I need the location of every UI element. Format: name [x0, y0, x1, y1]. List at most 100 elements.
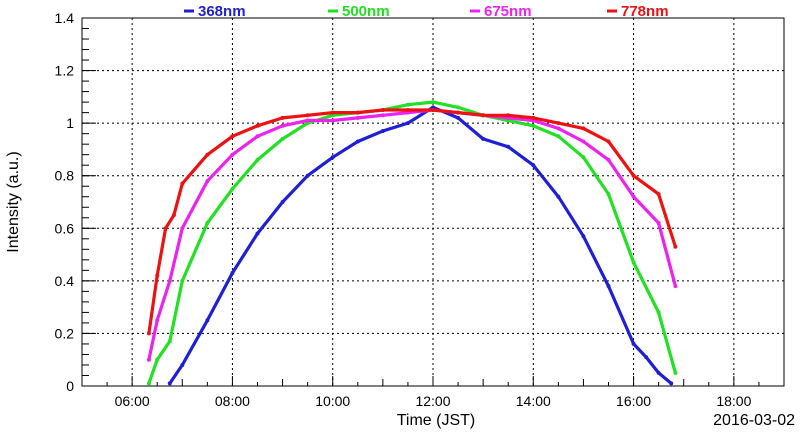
- y-tick-label: 0.8: [55, 168, 75, 184]
- data-point: [146, 381, 151, 386]
- data-point: [280, 200, 285, 204]
- y-axis-title: Intensity (a.u.): [5, 151, 22, 252]
- data-point: [167, 381, 172, 386]
- data-point: [305, 118, 310, 123]
- series-layer: [146, 100, 678, 386]
- x-tick-label: 10:00: [315, 393, 350, 409]
- data-point: [171, 213, 176, 218]
- legend-label: 778nm: [621, 3, 669, 20]
- data-point: [280, 123, 285, 128]
- data-point: [606, 284, 611, 289]
- data-point: [581, 234, 586, 239]
- data-point: [656, 370, 661, 375]
- series-line-778nm: [147, 108, 677, 335]
- data-point: [556, 121, 561, 126]
- data-point: [355, 110, 360, 115]
- data-point: [481, 136, 486, 141]
- data-point: [531, 115, 536, 120]
- data-point: [180, 363, 185, 367]
- data-point: [167, 278, 172, 283]
- x-tick-label: 18:00: [716, 393, 751, 409]
- data-point: [456, 115, 461, 120]
- y-tick-label: 0.4: [55, 273, 75, 289]
- data-point: [669, 381, 674, 386]
- data-point: [631, 173, 636, 178]
- data-point: [255, 123, 260, 128]
- data-point: [581, 126, 586, 131]
- data-point: [456, 105, 461, 110]
- data-point: [673, 284, 678, 289]
- data-point: [205, 318, 210, 323]
- x-tick-label: 06:00: [115, 393, 150, 409]
- data-point: [405, 108, 410, 112]
- data-point: [255, 134, 260, 139]
- data-point: [656, 310, 661, 315]
- x-tick-label: 16:00: [616, 393, 651, 409]
- data-point: [431, 100, 435, 105]
- data-point: [556, 194, 561, 199]
- legend: 368nm 500nm 675nm 778nm: [184, 3, 669, 20]
- x-tick-label: 08:00: [215, 393, 250, 409]
- data-point: [531, 123, 536, 128]
- data-point: [255, 157, 260, 162]
- data-point: [405, 102, 410, 107]
- data-point: [506, 113, 511, 118]
- data-point: [673, 370, 678, 375]
- data-point: [656, 192, 661, 197]
- data-point: [180, 226, 185, 231]
- data-point: [230, 271, 235, 275]
- data-point: [355, 139, 360, 144]
- series-778nm: [146, 108, 678, 336]
- data-point: [673, 244, 678, 249]
- data-point: [631, 341, 636, 346]
- y-tick-label: 1: [66, 115, 74, 131]
- x-tick-label: 14:00: [516, 393, 551, 409]
- data-point: [481, 113, 486, 118]
- data-point: [456, 110, 461, 115]
- data-point: [305, 173, 310, 178]
- data-point: [330, 110, 335, 115]
- date-label: 2016-03-02: [713, 412, 795, 429]
- data-point: [330, 155, 335, 160]
- data-point: [631, 194, 636, 199]
- data-point: [330, 118, 335, 123]
- data-point: [355, 115, 360, 120]
- data-point: [230, 186, 235, 191]
- series-368nm: [167, 105, 674, 386]
- data-point: [230, 134, 235, 139]
- data-point: [155, 273, 160, 278]
- data-point: [380, 108, 385, 112]
- data-point: [556, 126, 561, 131]
- data-point: [581, 155, 586, 160]
- data-point: [431, 108, 435, 112]
- x-axis-title: Time (JST): [397, 412, 476, 429]
- data-point: [380, 113, 385, 118]
- data-point: [146, 357, 151, 362]
- legend-item-778nm: 778nm: [607, 3, 669, 20]
- data-point: [146, 331, 151, 336]
- series-500nm: [146, 100, 678, 386]
- legend-label: 675nm: [484, 3, 532, 20]
- legend-label: 500nm: [342, 3, 390, 20]
- data-point: [167, 339, 172, 344]
- data-point: [631, 260, 636, 265]
- data-point: [581, 139, 586, 144]
- data-point: [556, 134, 561, 139]
- data-point: [280, 136, 285, 141]
- data-point: [163, 226, 168, 231]
- data-point: [180, 278, 185, 283]
- data-point: [644, 355, 649, 360]
- data-point: [205, 179, 210, 183]
- y-tick-label: 1.2: [55, 63, 75, 79]
- data-point: [280, 115, 285, 120]
- y-tick-label: 1.4: [55, 10, 75, 26]
- grid-lines: [82, 18, 784, 386]
- data-point: [255, 231, 260, 236]
- y-tick-label: 0.6: [55, 220, 75, 236]
- data-point: [305, 113, 310, 118]
- series-line-675nm: [147, 108, 677, 362]
- y-tick-label: 0.2: [55, 325, 75, 341]
- data-point: [506, 144, 511, 149]
- data-point: [155, 318, 160, 323]
